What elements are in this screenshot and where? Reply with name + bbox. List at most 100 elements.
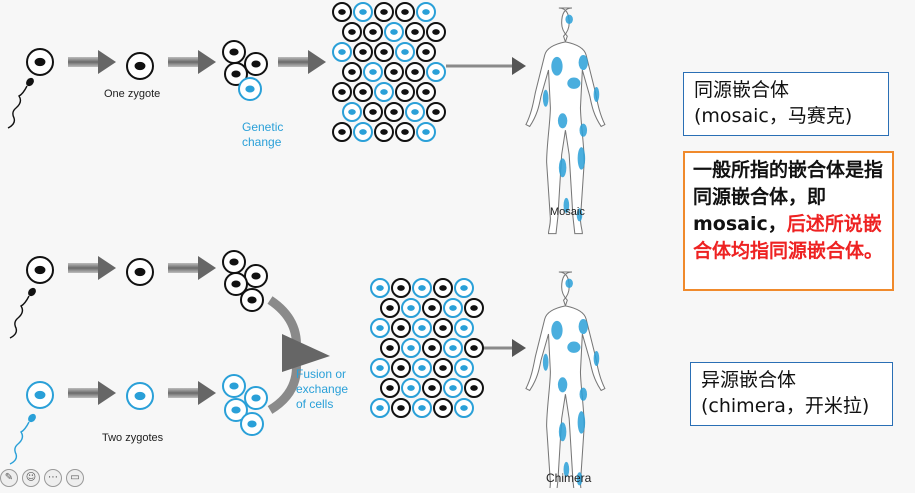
- black-sperm: [7, 77, 34, 129]
- presentation-toolbar: ✎ ☺ ⋯ ▭: [0, 468, 84, 488]
- blue-patch: [563, 461, 570, 477]
- blue-cell: [401, 338, 421, 358]
- blue-patch: [558, 158, 567, 178]
- black-cell: [244, 52, 268, 76]
- screen-icon[interactable]: ▭: [66, 469, 84, 487]
- more-icon[interactable]: ⋯: [44, 469, 62, 487]
- black-cell: [363, 102, 383, 122]
- black-sperm: [9, 287, 36, 339]
- right-arrow: [168, 381, 216, 405]
- note-red-text: 后述所说嵌合体均指同源嵌合体。: [693, 213, 884, 262]
- chimera-box-line2: (chimera，开米拉): [701, 395, 870, 417]
- black-cell: [464, 298, 484, 318]
- blue-cell: [342, 102, 362, 122]
- blue-patch: [565, 278, 573, 288]
- blue-cell: [454, 278, 474, 298]
- black-cell: [391, 398, 411, 418]
- blue-cell: [370, 278, 390, 298]
- black-cell: [422, 338, 442, 358]
- black-cell: [405, 22, 425, 42]
- blue-patch: [593, 350, 600, 366]
- black-cell: [374, 122, 394, 142]
- comment-icon[interactable]: ☺: [22, 469, 40, 487]
- blue-patch: [577, 411, 586, 434]
- blue-cell: [238, 77, 262, 101]
- explanation-note-box: 一般所指的嵌合体是指同源嵌合体，即mosaic，后述所说嵌合体均指同源嵌合体。: [683, 151, 894, 291]
- black-cell: [464, 338, 484, 358]
- blue-cell: [454, 358, 474, 378]
- note-black-text: 一般所指的嵌合体是指同源嵌合体，即mosaic，: [693, 159, 884, 235]
- black-cell: [222, 40, 246, 64]
- black-cell: [353, 82, 373, 102]
- cells-layer: [7, 2, 484, 465]
- black-cell: [416, 82, 436, 102]
- black-cell: [126, 52, 154, 80]
- blue-patch: [542, 89, 549, 107]
- blue-cell: [374, 82, 394, 102]
- black-cell: [433, 398, 453, 418]
- black-cell: [342, 62, 362, 82]
- black-cell: [380, 378, 400, 398]
- black-cell: [395, 122, 415, 142]
- right-arrow: [168, 50, 216, 74]
- black-cell: [26, 48, 54, 76]
- human-figure: [525, 271, 606, 493]
- black-cell: [240, 288, 264, 312]
- right-arrow: [168, 256, 216, 280]
- black-cell: [224, 272, 248, 296]
- human-figure: [525, 7, 606, 235]
- black-cell: [332, 2, 352, 22]
- blue-patch: [579, 123, 588, 137]
- blue-cell: [244, 386, 268, 410]
- chimera-box-line1: 异源嵌合体: [701, 369, 797, 391]
- blue-cell: [353, 122, 373, 142]
- black-cell: [433, 318, 453, 338]
- blue-patch: [557, 113, 568, 129]
- blue-cell: [412, 398, 432, 418]
- blue-cell: [443, 338, 463, 358]
- blue-patch: [579, 387, 588, 401]
- blue-cell: [412, 318, 432, 338]
- blue-patch: [567, 77, 581, 89]
- blue-cell: [332, 42, 352, 62]
- pen-icon[interactable]: ✎: [0, 469, 18, 487]
- blue-cell: [395, 42, 415, 62]
- right-arrow: [68, 256, 116, 280]
- black-cell: [433, 358, 453, 378]
- human-figures-layer: [525, 7, 606, 493]
- black-cell: [391, 318, 411, 338]
- blue-cell: [443, 298, 463, 318]
- genetic-change-label-line2: change: [242, 135, 282, 149]
- mosaic-definition-box: 同源嵌合体 (mosaic，马赛克): [683, 72, 889, 136]
- blue-cell: [384, 22, 404, 42]
- black-cell: [426, 22, 446, 42]
- black-cell: [126, 258, 154, 286]
- blue-patch: [593, 86, 600, 103]
- blue-cell: [416, 2, 436, 22]
- black-cell: [26, 256, 54, 284]
- blue-patch: [577, 147, 586, 170]
- blue-patch: [558, 422, 567, 442]
- black-cell: [353, 42, 373, 62]
- blue-patch: [557, 377, 568, 393]
- blue-cell: [454, 398, 474, 418]
- black-cell: [405, 62, 425, 82]
- black-cell: [395, 2, 415, 22]
- blue-cell: [412, 278, 432, 298]
- black-cell: [244, 264, 268, 288]
- black-cell: [384, 62, 404, 82]
- fusion-label-line3: of cells: [296, 397, 334, 411]
- black-cell: [363, 22, 383, 42]
- genetic-change-label-line1: Genetic: [242, 120, 284, 134]
- blue-cell: [370, 398, 390, 418]
- blue-patch: [567, 341, 581, 353]
- blue-cell: [224, 398, 248, 422]
- right-arrow: [68, 50, 116, 74]
- long-arrow: [446, 57, 526, 75]
- blue-patch: [578, 319, 588, 335]
- blue-patch: [576, 472, 583, 486]
- black-cell: [374, 42, 394, 62]
- black-cell: [422, 298, 442, 318]
- fusion-label-line1: Fusion or: [296, 367, 347, 381]
